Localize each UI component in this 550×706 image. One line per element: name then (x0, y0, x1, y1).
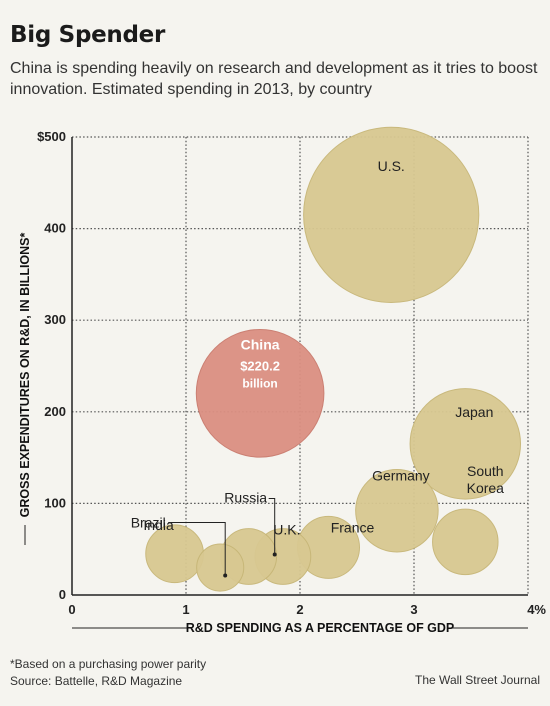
chart-tick-labels: 0 100 200 300 400 $500 0 1 2 3 4% (37, 129, 546, 617)
x-tick-label-4: 4% (527, 602, 546, 617)
bubble-label-france: France (331, 519, 375, 535)
bubble-china (195, 328, 325, 458)
bubble-label-china: China (241, 336, 280, 352)
bubble-u-s (303, 126, 480, 303)
leader-dot-russia (272, 552, 277, 557)
bubble-label-india: India (143, 517, 174, 533)
y-axis-label: GROSS EXPENDITURES ON R&D, IN BILLIONS* (18, 232, 32, 517)
bubble-label-u-k: U.K. (273, 522, 300, 538)
x-tick-label-2: 2 (296, 602, 303, 617)
chart-bubbles (145, 126, 522, 592)
publisher-credit: The Wall Street Journal (415, 673, 540, 687)
chart-leader-lines (168, 498, 277, 578)
x-tick-label-0: 0 (68, 602, 75, 617)
bubble-value-china: $220.2 (240, 358, 280, 373)
y-tick-label-3: 300 (44, 312, 66, 327)
x-tick-label-3: 3 (410, 602, 417, 617)
chart-title: Big Spender (10, 22, 165, 48)
bubble-label-u-s: U.S. (378, 158, 405, 174)
bubble-label-russia: Russia (224, 490, 267, 506)
y-tick-label-4: 400 (44, 221, 66, 236)
y-tick-label-5: $500 (37, 129, 66, 144)
bubble-unit-china: billion (242, 376, 277, 390)
bubble-label-japan: Japan (455, 404, 493, 420)
bubble-brazil (196, 543, 245, 592)
footnote: *Based on a purchasing power parity Sour… (10, 656, 206, 690)
bubble-label-south-korea-1: Korea (467, 480, 505, 496)
bubble-japan (409, 388, 522, 500)
footnote-ppp: *Based on a purchasing power parity (10, 657, 207, 671)
x-tick-label-1: 1 (182, 602, 189, 617)
bubble-chart: U.S. China $220.2 billion Japan Germany SouthK… (18, 126, 546, 635)
y-tick-label-2: 200 (44, 404, 66, 419)
bubble-germany (355, 468, 439, 553)
leader-line-brazil (168, 522, 226, 576)
bubble-south-korea (432, 508, 499, 576)
chart-axis-labels: R&D SPENDING AS A PERCENTAGE OF GDP GROS… (18, 232, 528, 635)
bubble-india (145, 524, 204, 584)
chart-bubble-labels: U.S. China $220.2 billion Japan Germany SouthK… (131, 158, 505, 538)
y-tick-label-0: 0 (59, 587, 66, 602)
footnote-source: Source: Battelle, R&D Magazine (10, 674, 183, 688)
chart-subtitle: China is spending heavily on research an… (10, 60, 538, 98)
bubble-label-brazil: Brazil (131, 515, 166, 531)
x-axis-label: R&D SPENDING AS A PERCENTAGE OF GDP (186, 621, 455, 635)
bubble-label-germany: Germany (372, 468, 430, 484)
bubble-label-south-korea-0: South (467, 463, 504, 479)
leader-line-russia (268, 498, 276, 554)
y-tick-label-1: 100 (44, 495, 66, 510)
leader-dot-brazil (223, 573, 228, 578)
